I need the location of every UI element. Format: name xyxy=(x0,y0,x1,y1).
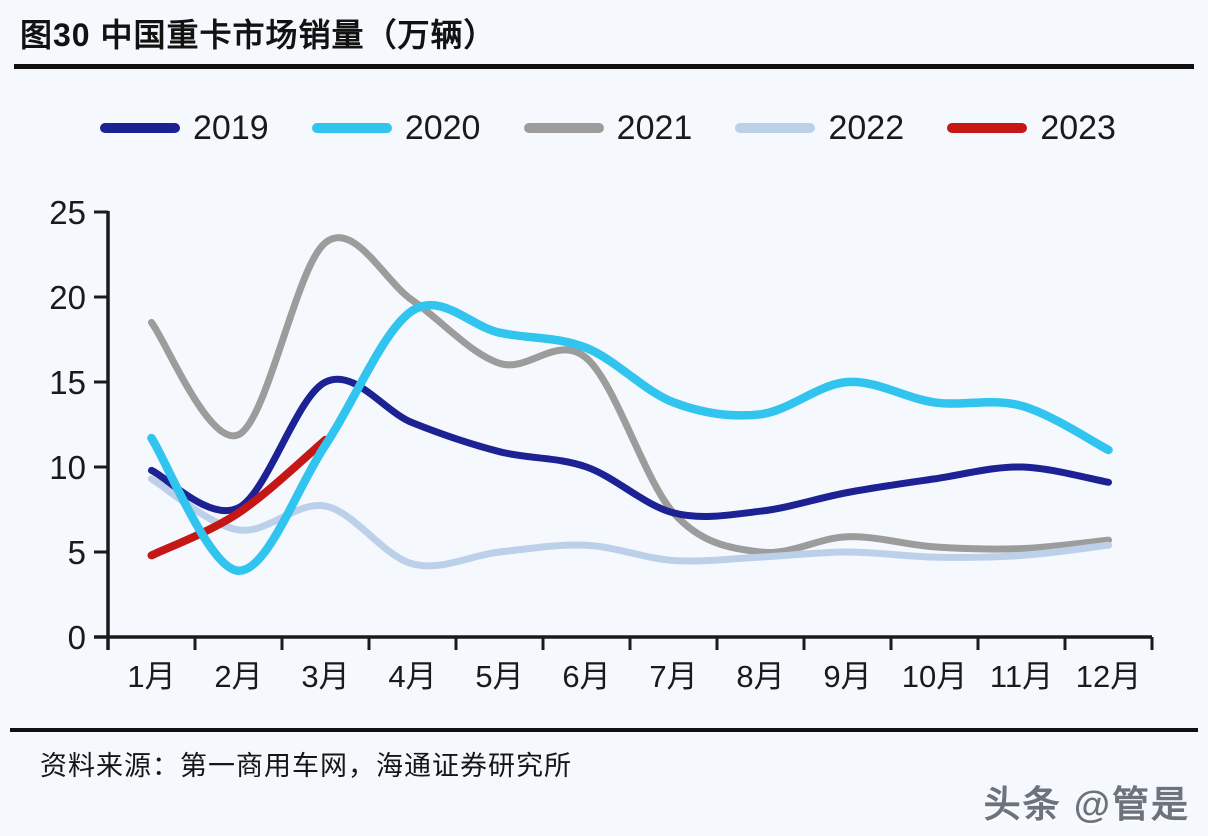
x-tick-label-6: 6月 xyxy=(562,659,610,694)
legend-label-2022: 2022 xyxy=(828,108,905,147)
x-tick-label-8: 8月 xyxy=(736,659,784,694)
legend-label-2021: 2021 xyxy=(616,108,693,147)
footer-divider-line xyxy=(10,728,1198,732)
title-divider-line xyxy=(14,64,1194,69)
x-tick-label-3: 3月 xyxy=(301,659,349,694)
x-tick-label-1: 1月 xyxy=(127,659,175,694)
chart-title: 图30 中国重卡市场销量（万辆） xyxy=(20,17,497,53)
source-note: 资料来源：第一商用车网，海通证券研究所 xyxy=(40,751,572,781)
y-tick-label-25: 25 xyxy=(49,194,86,231)
legend-item-2021: 2021 xyxy=(523,108,693,148)
legend-label-2019: 2019 xyxy=(193,108,269,147)
series-line-2019 xyxy=(148,375,1112,520)
y-tick-label-0: 0 xyxy=(68,619,86,656)
y-tick-label-10: 10 xyxy=(49,449,86,486)
y-tick-label-15: 15 xyxy=(49,364,86,401)
legend-item-2019: 2019 xyxy=(100,109,269,148)
x-tick-label-7: 7月 xyxy=(649,659,697,694)
legend-item-2023: 2023 xyxy=(947,109,1116,148)
watermark: 头条 @管是 xyxy=(983,784,1190,825)
legend: 2019 2020 2021 2022 2023 xyxy=(100,106,1116,150)
axis-ticks xyxy=(94,210,1154,650)
legend-swatch-2019 xyxy=(100,123,180,133)
y-tick-label-5: 5 xyxy=(68,534,86,571)
axes xyxy=(94,211,1152,650)
x-tick-label-12: 12月 xyxy=(1076,659,1141,694)
series-line-2023 xyxy=(147,435,330,560)
x-tick-label-9: 9月 xyxy=(823,659,871,694)
legend-swatch-2022 xyxy=(735,123,816,133)
legend-label-2023: 2023 xyxy=(1040,108,1116,147)
legend-swatch-2023 xyxy=(947,123,1028,133)
x-tick-label-5: 5月 xyxy=(475,659,523,694)
series-line-2022 xyxy=(148,475,1112,570)
legend-item-2022: 2022 xyxy=(735,109,904,148)
legend-swatch-2020 xyxy=(311,123,392,133)
legend-swatch-2021 xyxy=(523,123,604,133)
legend-label-2020: 2020 xyxy=(404,108,481,147)
x-tick-label-2: 2月 xyxy=(214,659,262,694)
x-tick-label-10: 10月 xyxy=(902,659,967,694)
series-line-2021 xyxy=(148,234,1112,557)
x-tick-label-11: 11月 xyxy=(990,659,1053,694)
y-tick-label-20: 20 xyxy=(49,279,86,316)
series-line-2020 xyxy=(147,300,1113,575)
x-tick-label-4: 4月 xyxy=(388,659,436,694)
legend-item-2020: 2020 xyxy=(311,108,481,148)
